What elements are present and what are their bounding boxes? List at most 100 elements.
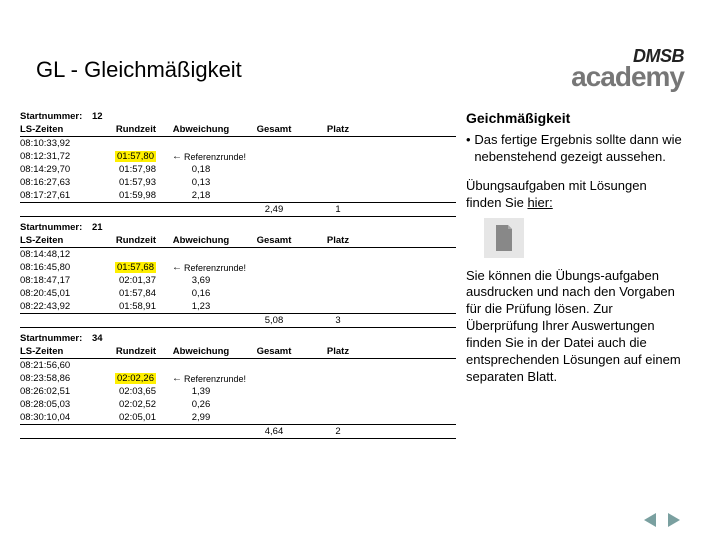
- cell-run: 01:57,84: [98, 288, 162, 299]
- cell-abw: 1,39: [162, 386, 240, 397]
- triangle-right-icon: [668, 513, 680, 527]
- cell-abw: 3,69: [162, 275, 240, 286]
- arrow-left-icon: ←: [172, 373, 182, 384]
- slide-header: GL - Gleichmäßigkeit DMSB academy: [36, 46, 684, 93]
- cell-ls: 08:20:45,01: [20, 288, 98, 299]
- file-attachment[interactable]: [484, 218, 684, 258]
- table-row: 08:16:45,80 01:57,68 ← Referenzrunde!: [20, 261, 456, 274]
- next-slide-button[interactable]: [664, 512, 684, 528]
- highlighted-run: 01:57,80: [115, 151, 156, 162]
- bullet-icon: •: [466, 132, 474, 166]
- col-ls-zeiten: LS-Zeiten: [20, 235, 98, 246]
- startnummer-value: 21: [92, 222, 103, 233]
- cell-ls: 08:26:02,51: [20, 386, 98, 397]
- prev-slide-button[interactable]: [640, 512, 660, 528]
- cell-abw: 2,99: [162, 412, 240, 423]
- col-ls-zeiten: LS-Zeiten: [20, 124, 98, 135]
- col-gesamt: Gesamt: [240, 346, 308, 357]
- cell-ls: 08:18:47,17: [20, 275, 98, 286]
- result-block: Startnummer: 34 LS-Zeiten Rundzeit Abwei…: [20, 332, 456, 439]
- cell-abw: 0,18: [162, 164, 240, 175]
- table-row: 08:10:33,92: [20, 137, 456, 150]
- col-platz: Platz: [308, 124, 368, 135]
- main-content: Startnummer: 1 2 LS-Zeiten Rundzeit Abwei…: [20, 110, 684, 443]
- cell-ls: 08:14:29,70: [20, 164, 98, 175]
- startnummer-label: Startnummer:: [20, 222, 92, 233]
- cell-abw: 0,26: [162, 399, 240, 410]
- cell-ls: 08:17:27,61: [20, 190, 98, 201]
- table-row: 08:23:58,86 02:02,26 ← Referenzrunde!: [20, 372, 456, 385]
- cell-ls: 08:30:10,04: [20, 412, 98, 423]
- cell-abw: 0,16: [162, 288, 240, 299]
- results-column: Startnummer: 1 2 LS-Zeiten Rundzeit Abwei…: [20, 110, 456, 443]
- arrow-left-icon: ←: [172, 262, 182, 273]
- table-row: 08:30:10,04 02:05,01 2,99: [20, 411, 456, 424]
- side-subtitle: Geichmäßigkeit: [466, 110, 684, 126]
- cell-run: 02:01,37: [98, 275, 162, 286]
- bullet-text: Das fertige Ergebnis sollte dann wie neb…: [474, 132, 684, 166]
- startnummer-label: Startnummer:: [20, 111, 92, 122]
- table-row: 08:17:27,61 01:59,98 2,18: [20, 189, 456, 202]
- cell-run: 01:57,68: [98, 262, 162, 273]
- table-row: 08:12:31,72 01:57,80 ← Referenzrunde!: [20, 150, 456, 163]
- col-abweichung: Abweichung: [162, 235, 240, 246]
- cell-ls: 08:14:48,12: [20, 249, 98, 260]
- table-row: 08:21:56,60: [20, 359, 456, 372]
- cell-platz: 1: [308, 204, 368, 215]
- cell-run: 01:58,91: [98, 301, 162, 312]
- triangle-left-icon: [644, 513, 656, 527]
- cell-ls: 08:21:56,60: [20, 360, 98, 371]
- table-row: 08:14:48,12: [20, 248, 456, 261]
- total-row: 2,49 1: [20, 202, 456, 217]
- arrow-left-icon: ←: [172, 151, 182, 162]
- table-header-row: LS-Zeiten Rundzeit Abweichung Gesamt Pla…: [20, 234, 456, 248]
- table-row: 08:28:05,03 02:02,52 0,26: [20, 398, 456, 411]
- cell-gesamt: 4,64: [240, 426, 308, 437]
- cell-abw: 1,23: [162, 301, 240, 312]
- exercises-link-prefix: Übungsaufgaben mit Lösungen finden Sie: [466, 178, 647, 210]
- cell-run: 02:02,26: [98, 373, 162, 384]
- highlighted-run: 01:57,68: [115, 262, 156, 273]
- col-abweichung: Abweichung: [162, 124, 240, 135]
- exercises-link[interactable]: hier:: [527, 195, 552, 210]
- cell-gesamt: 5,08: [240, 315, 308, 326]
- table-row: 08:18:47,17 02:01,37 3,69: [20, 274, 456, 287]
- cell-run: 01:59,98: [98, 190, 162, 201]
- document-icon: [484, 218, 524, 258]
- logo-line-2: academy: [571, 61, 684, 93]
- instructions-text: Sie können die Übungs-aufgaben ausdrucke…: [466, 268, 684, 386]
- startnummer-label: Startnummer:: [20, 333, 92, 344]
- side-panel: Geichmäßigkeit • Das fertige Ergebnis so…: [456, 110, 684, 443]
- table-row: 08:20:45,01 01:57,84 0,16: [20, 287, 456, 300]
- cell-gesamt: 2,49: [240, 204, 308, 215]
- cell-run: 02:02,52: [98, 399, 162, 410]
- total-row: 5,08 3: [20, 313, 456, 328]
- cell-ls: 08:12:31,72: [20, 151, 98, 162]
- col-abweichung: Abweichung: [162, 346, 240, 357]
- col-gesamt: Gesamt: [240, 124, 308, 135]
- col-platz: Platz: [308, 346, 368, 357]
- cell-abw: 0,13: [162, 177, 240, 188]
- cell-run: 01:57,98: [98, 164, 162, 175]
- result-block: Startnummer: 21 LS-Zeiten Rundzeit Abwei…: [20, 221, 456, 328]
- cell-ls: 08:10:33,92: [20, 138, 98, 149]
- cell-platz: 3: [308, 315, 368, 326]
- col-rundzeit: Rundzeit: [98, 346, 162, 357]
- cell-run: 02:05,01: [98, 412, 162, 423]
- cell-run: 01:57,80: [98, 151, 162, 162]
- col-ls-zeiten: LS-Zeiten: [20, 346, 98, 357]
- cell-abw: 2,18: [162, 190, 240, 201]
- reference-label: Referenzrunde!: [184, 263, 246, 273]
- table-row: 08:22:43,92 01:58,91 1,23: [20, 300, 456, 313]
- reference-label: Referenzrunde!: [184, 152, 246, 162]
- col-gesamt: Gesamt: [240, 235, 308, 246]
- table-row: 08:14:29,70 01:57,98 0,18: [20, 163, 456, 176]
- table-row: 08:26:02,51 02:03,65 1,39: [20, 385, 456, 398]
- brand-logo: DMSB academy: [571, 46, 684, 93]
- page-title: GL - Gleichmäßigkeit: [36, 57, 242, 83]
- col-rundzeit: Rundzeit: [98, 124, 162, 135]
- cell-platz: 2: [308, 426, 368, 437]
- cell-ls: 08:28:05,03: [20, 399, 98, 410]
- reference-label: Referenzrunde!: [184, 374, 246, 384]
- result-block: Startnummer: 12 LS-Zeiten Rundzeit Abwei…: [20, 110, 456, 217]
